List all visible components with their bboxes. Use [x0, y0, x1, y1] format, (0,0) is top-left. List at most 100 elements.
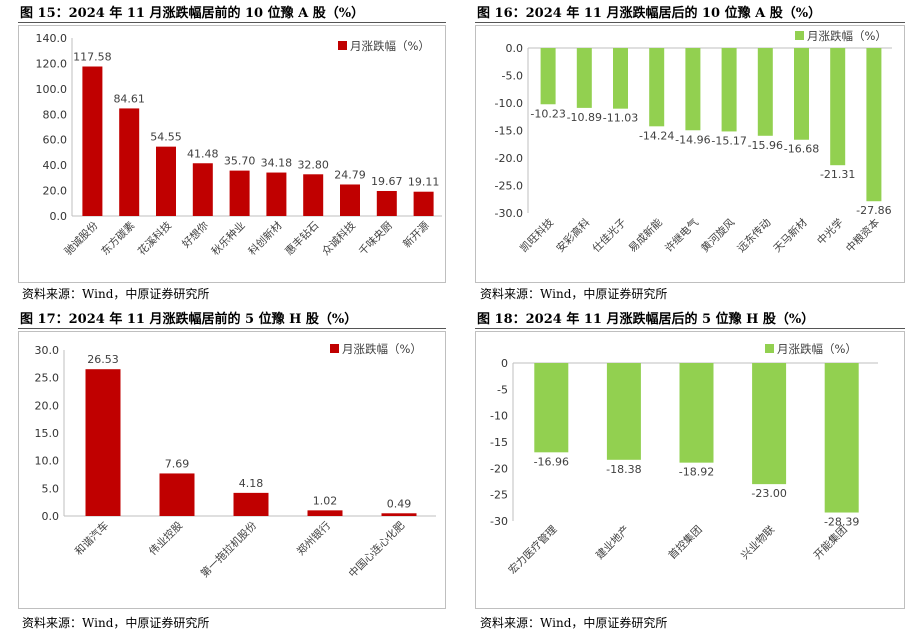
bar — [606, 363, 641, 460]
bar — [340, 184, 360, 216]
x-tick-label: 天马新材 — [771, 216, 810, 255]
y-tick-label: 20.0 — [43, 185, 68, 198]
y-tick-label: 100.0 — [36, 83, 68, 96]
data-label: -18.38 — [606, 463, 641, 476]
bar — [721, 48, 737, 132]
bar — [752, 363, 787, 485]
title-rule — [18, 22, 446, 23]
legend-label: 月涨跌幅（%） — [342, 342, 422, 356]
x-tick-label: 驰诚股份 — [62, 219, 101, 258]
data-label: 32.80 — [297, 158, 329, 171]
bar — [156, 146, 176, 216]
bar — [824, 363, 859, 513]
bar — [794, 48, 809, 140]
data-label: -14.96 — [675, 133, 710, 146]
x-tick-label: 易成新能 — [626, 216, 665, 255]
bar — [757, 48, 773, 136]
bar — [540, 48, 556, 105]
legend-label: 月涨跌幅（%） — [777, 342, 857, 356]
data-label: -10.89 — [567, 111, 602, 124]
x-tick-label: 第一拖拉机股份 — [198, 519, 260, 581]
x-tick-label: 好想你 — [179, 219, 211, 251]
bar — [307, 510, 343, 516]
source-note: 资料来源：Wind，中原证券研究所 — [22, 287, 210, 301]
y-tick-label: -5.0 — [502, 70, 523, 83]
data-label: 54.55 — [150, 131, 182, 144]
data-label: -28.39 — [824, 516, 859, 529]
title-rule — [475, 22, 905, 23]
x-tick-label: 中粮资本 — [843, 216, 882, 255]
x-tick-label: 科创新材 — [246, 219, 285, 258]
x-tick-label: 众诚科技 — [319, 219, 358, 258]
data-label: 24.79 — [334, 168, 366, 181]
bar — [192, 163, 213, 216]
chart-title-15: 图 15：2024 年 11 月涨跌幅居前的 10 位豫 A 股（%） — [20, 6, 365, 21]
bar — [119, 108, 140, 216]
x-tick-label: 东方碳素 — [98, 219, 137, 258]
data-label: 19.11 — [408, 176, 440, 189]
data-label: 34.18 — [261, 157, 293, 170]
source-note: 资料来源：Wind，中原证券研究所 — [480, 287, 668, 301]
title-rule — [475, 328, 905, 329]
data-label: -10.23 — [530, 107, 565, 120]
x-tick-label: 郑州银行 — [294, 519, 333, 558]
source-note: 资料来源：Wind，中原证券研究所 — [480, 616, 668, 630]
chart-title-18: 图 18：2024 年 11 月涨跌幅居后的 5 位豫 H 股（%） — [477, 312, 815, 327]
x-tick-label: 兴业物联 — [738, 523, 777, 562]
x-tick-label: 和谐汽车 — [72, 519, 111, 558]
x-tick-label: 远东传动 — [735, 216, 774, 255]
data-label: -23.00 — [751, 487, 786, 500]
y-tick-label: -30 — [490, 515, 508, 528]
y-tick-label: -25.0 — [495, 180, 523, 193]
y-tick-label: 40.0 — [43, 159, 68, 172]
y-tick-label: -15.0 — [495, 125, 523, 138]
data-label: -16.68 — [784, 143, 819, 156]
x-tick-label: 许继电气 — [662, 216, 701, 255]
data-label: 19.67 — [371, 175, 403, 188]
x-tick-label: 中国心连心化肥 — [346, 519, 408, 581]
legend-swatch — [795, 31, 804, 40]
y-tick-label: 60.0 — [43, 134, 68, 147]
data-label: -21.31 — [820, 168, 855, 181]
y-tick-label: -20.0 — [495, 152, 523, 165]
y-tick-label: -5 — [497, 383, 508, 396]
x-tick-label: 建业地产 — [593, 523, 632, 562]
x-tick-label: 开能集团 — [811, 523, 850, 562]
legend-swatch — [765, 344, 774, 353]
data-label: 0.49 — [387, 497, 412, 510]
data-label: 41.48 — [187, 147, 219, 160]
y-tick-label: 140.0 — [36, 32, 68, 45]
y-tick-label: -10.0 — [495, 97, 523, 110]
x-tick-label: 首控集团 — [666, 523, 705, 562]
bar — [866, 48, 882, 202]
x-tick-label: 安彩高科 — [554, 216, 593, 255]
data-label: 84.61 — [113, 92, 145, 105]
bar — [85, 369, 121, 516]
data-label: 7.69 — [165, 457, 190, 470]
bar — [576, 48, 592, 108]
legend-swatch — [330, 344, 339, 353]
bar — [413, 191, 434, 216]
y-tick-label: -20 — [490, 462, 508, 475]
y-tick-label: 20.0 — [35, 399, 60, 412]
bar — [266, 172, 287, 216]
data-label: 26.53 — [87, 353, 119, 366]
legend-label: 月涨跌幅（%） — [350, 39, 430, 53]
y-tick-label: 0 — [501, 357, 508, 370]
source-note: 资料来源：Wind，中原证券研究所 — [22, 616, 210, 630]
bar — [649, 48, 665, 127]
x-tick-label: 宏力医疗管理 — [506, 523, 560, 577]
y-tick-label: 0.0 — [50, 210, 68, 223]
data-label: -18.92 — [679, 466, 714, 479]
x-tick-label: 新开源 — [400, 219, 432, 251]
bar — [534, 363, 569, 453]
bar — [229, 170, 250, 216]
y-tick-label: 0.0 — [506, 42, 524, 55]
data-label: 35.70 — [224, 155, 256, 168]
y-tick-label: -25 — [490, 489, 508, 502]
y-tick-label: -15 — [490, 436, 508, 449]
y-tick-label: -30.0 — [495, 207, 523, 220]
data-label: 117.58 — [73, 51, 112, 64]
chart-frame-17 — [18, 331, 446, 609]
